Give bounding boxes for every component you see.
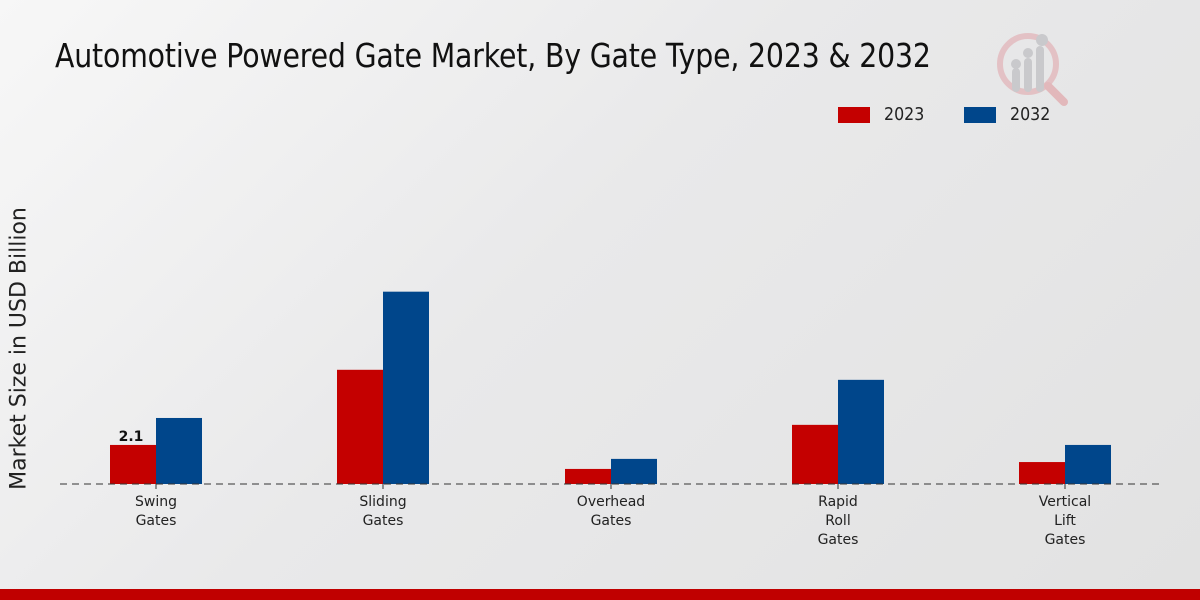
legend-label-2023: 2023 [884,104,925,125]
bar-2032-rapid-roll-gates [838,379,884,484]
bar-2032-sliding-gates [383,291,429,484]
x-tick-label: Vertical [1039,494,1091,510]
data-label: 2.1 [119,429,144,445]
bar-2023-swing-gates [110,444,156,484]
brand-logo-icon [997,33,1068,106]
x-tick-label: Lift [1054,513,1076,529]
bottom-accent-bar [0,589,1200,600]
bar-2032-swing-gates [156,417,202,484]
x-tick-label: Swing [135,494,177,510]
bar-2023-rapid-roll-gates [792,424,838,484]
x-tick-label: Gates [1045,532,1086,548]
bar-2023-vertical-lift-gates [1019,462,1065,484]
bar-2032-overhead-gates [611,458,657,484]
legend: 2023 2032 [838,104,1090,125]
legend-label-2032: 2032 [1009,104,1051,125]
bar-2023-overhead-gates [565,468,611,484]
x-tick-label: Gates [136,513,177,529]
x-tick-label: Rapid [818,494,858,510]
chart-title: Automotive Powered Gate Market, By Gate … [55,36,931,75]
legend-swatch-2023 [838,106,870,123]
x-tick-label: Roll [825,513,850,529]
x-tick-label: Overhead [577,494,645,510]
x-tick-label: Sliding [359,494,406,510]
legend-swatch-2032 [963,106,996,123]
x-tick-label: Gates [818,532,859,548]
x-tick-label: Gates [363,513,404,529]
x-tick-label: Gates [591,513,632,529]
bar-2032-vertical-lift-gates [1065,444,1111,484]
legend-item-2023: 2023 [838,104,930,125]
legend-item-2032: 2032 [963,104,1056,125]
bar-2023-sliding-gates [337,369,383,484]
